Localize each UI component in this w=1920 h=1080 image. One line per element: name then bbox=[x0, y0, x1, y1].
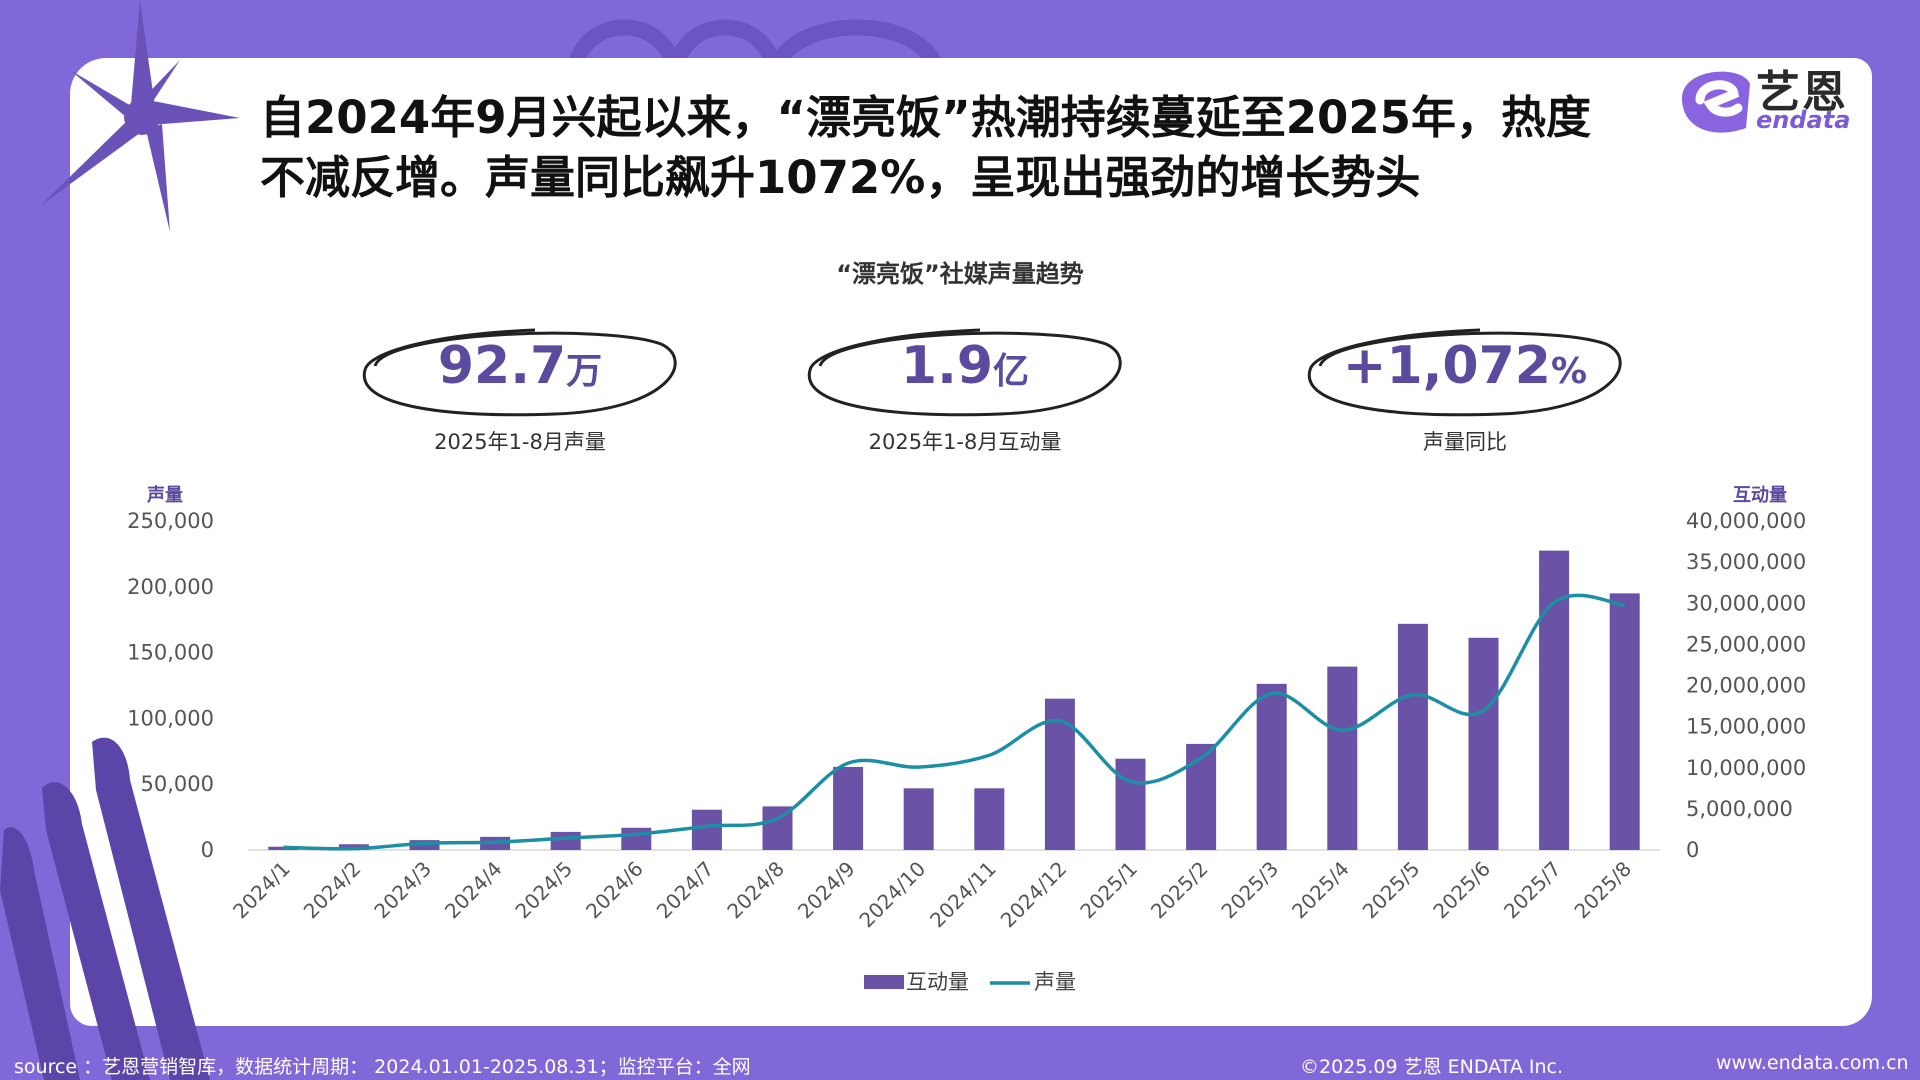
x-axis-tick-label: 2025/3 bbox=[1217, 857, 1284, 924]
bar-2024/9 bbox=[833, 766, 864, 850]
x-axis-tick-label: 2025/4 bbox=[1287, 857, 1354, 924]
bar-2024/6 bbox=[621, 827, 652, 850]
footer-copyright: ©2025.09 艺恩 ENDATA Inc. bbox=[1300, 1056, 1563, 1078]
x-axis-tick-label: 2024/6 bbox=[581, 857, 648, 924]
line-series-voice-volume bbox=[283, 593, 1625, 851]
kpi-card-voice-volume: 92.7万 2025年1-8月声量 bbox=[355, 322, 685, 456]
kpi-label: 2025年1-8月声量 bbox=[434, 430, 606, 454]
right-axis-tick-label: 15,000,000 bbox=[1686, 715, 1806, 739]
bar-2025/3 bbox=[1256, 683, 1287, 850]
headline-line-2: 不减反增。声量同比飙升1072%，呈现出强劲的增长势头 bbox=[260, 151, 1421, 204]
kpi-value: 1.9亿 bbox=[900, 336, 1030, 396]
x-axis-tick-label: 2024/7 bbox=[652, 857, 719, 924]
left-axis-tick-label: 250,000 bbox=[127, 509, 214, 533]
left-axis-title: 声量 bbox=[146, 484, 183, 506]
x-axis-tick-label: 2024/5 bbox=[511, 857, 578, 924]
hand-drawn-ellipse bbox=[807, 328, 1122, 417]
legend-line-label: 声量 bbox=[1034, 970, 1076, 994]
x-axis-tick-label: 2025/7 bbox=[1499, 857, 1566, 924]
kpi-card-engagement: 1.9亿 2025年1-8月互动量 bbox=[800, 322, 1130, 456]
bar-2025/4 bbox=[1327, 666, 1358, 850]
combo-bar-line-chart: 声量 互动量250,000200,000150,000100,00050,0000… bbox=[127, 484, 1806, 994]
x-axis-tick-label: 2025/5 bbox=[1358, 857, 1425, 924]
kpi-value: +1,072% bbox=[1342, 336, 1588, 396]
endata-logo bbox=[1682, 71, 1750, 133]
bar-2024/7 bbox=[691, 809, 722, 850]
logo-chinese-text: 艺恩 bbox=[1756, 67, 1848, 118]
bar-2024/11 bbox=[974, 788, 1005, 850]
x-axis-tick-label: 2024/12 bbox=[996, 857, 1072, 933]
kpi-card-yoy-growth: +1,072% 声量同比 bbox=[1300, 322, 1630, 456]
right-axis-tick-label: 5,000,000 bbox=[1686, 797, 1793, 821]
bar-2025/5 bbox=[1397, 623, 1428, 850]
white-paper-panel bbox=[70, 58, 1872, 1026]
hand-drawn-ellipse bbox=[1307, 328, 1622, 417]
page-headline: 自2024年9月兴起以来，“漂亮饭”热潮持续蔓延至2025年，热度 不减反增。声… bbox=[260, 88, 1700, 208]
right-axis-tick-label: 25,000,000 bbox=[1686, 632, 1806, 656]
right-axis-tick-label: 35,000,000 bbox=[1686, 550, 1806, 574]
x-axis-tick-label: 2024/9 bbox=[793, 857, 860, 924]
legend-bar-swatch bbox=[864, 975, 904, 989]
kpi-value: 92.7万 bbox=[437, 336, 603, 396]
right-axis-tick-label: 20,000,000 bbox=[1686, 674, 1806, 698]
right-axis-tick-label: 0 bbox=[1686, 838, 1699, 862]
logo-english-text: endata bbox=[1756, 106, 1851, 134]
x-axis-tick-label: 2024/2 bbox=[299, 857, 366, 924]
x-axis-tick-label: 2024/1 bbox=[228, 857, 295, 924]
x-axis-tick-label: 2024/3 bbox=[369, 857, 436, 924]
x-axis-tick-label: 2025/6 bbox=[1428, 857, 1495, 924]
bar-2025/1 bbox=[1115, 758, 1146, 850]
right-axis-tick-label: 40,000,000 bbox=[1686, 509, 1806, 533]
x-axis-tick-label: 2025/2 bbox=[1146, 857, 1213, 924]
x-axis-tick-label: 2025/8 bbox=[1570, 857, 1637, 924]
x-axis-tick-label: 2024/10 bbox=[855, 857, 931, 933]
right-axis-title: 互动量 bbox=[1733, 484, 1787, 506]
x-axis-tick-label: 2025/1 bbox=[1075, 857, 1142, 924]
left-axis-tick-label: 150,000 bbox=[127, 641, 214, 665]
chart-title: “漂亮饭”社媒声量趋势 bbox=[836, 260, 1084, 288]
bar-2024/5 bbox=[550, 831, 581, 850]
left-axis-tick-label: 200,000 bbox=[127, 575, 214, 599]
bar-2025/2 bbox=[1186, 743, 1217, 850]
headline-line-1: 自2024年9月兴起以来，“漂亮饭”热潮持续蔓延至2025年，热度 bbox=[260, 91, 1591, 144]
footer-website: www.endata.com.cn bbox=[1716, 1052, 1909, 1074]
kpi-label: 2025年1-8月互动量 bbox=[868, 430, 1062, 454]
right-axis-tick-label: 30,000,000 bbox=[1686, 591, 1806, 615]
x-axis-tick-label: 2024/4 bbox=[440, 857, 507, 924]
legend-bar-label: 互动量 bbox=[906, 970, 969, 994]
kpi-label: 声量同比 bbox=[1423, 430, 1507, 454]
footer-source: source ：艺恩营销智库，数据统计周期： 2024.01.01-2025.0… bbox=[14, 1056, 751, 1078]
bar-2025/6 bbox=[1468, 637, 1499, 850]
bar-2024/10 bbox=[903, 788, 934, 850]
x-axis-tick-label: 2024/8 bbox=[722, 857, 789, 924]
left-axis-tick-label: 100,000 bbox=[127, 706, 214, 730]
x-axis-tick-label: 2024/11 bbox=[925, 857, 1001, 933]
left-axis-tick-label: 0 bbox=[201, 838, 214, 862]
hand-drawn-ellipse bbox=[362, 328, 677, 417]
left-axis-tick-label: 50,000 bbox=[141, 772, 214, 796]
right-axis-tick-label: 10,000,000 bbox=[1686, 756, 1806, 780]
bar-2025/8 bbox=[1609, 593, 1640, 850]
